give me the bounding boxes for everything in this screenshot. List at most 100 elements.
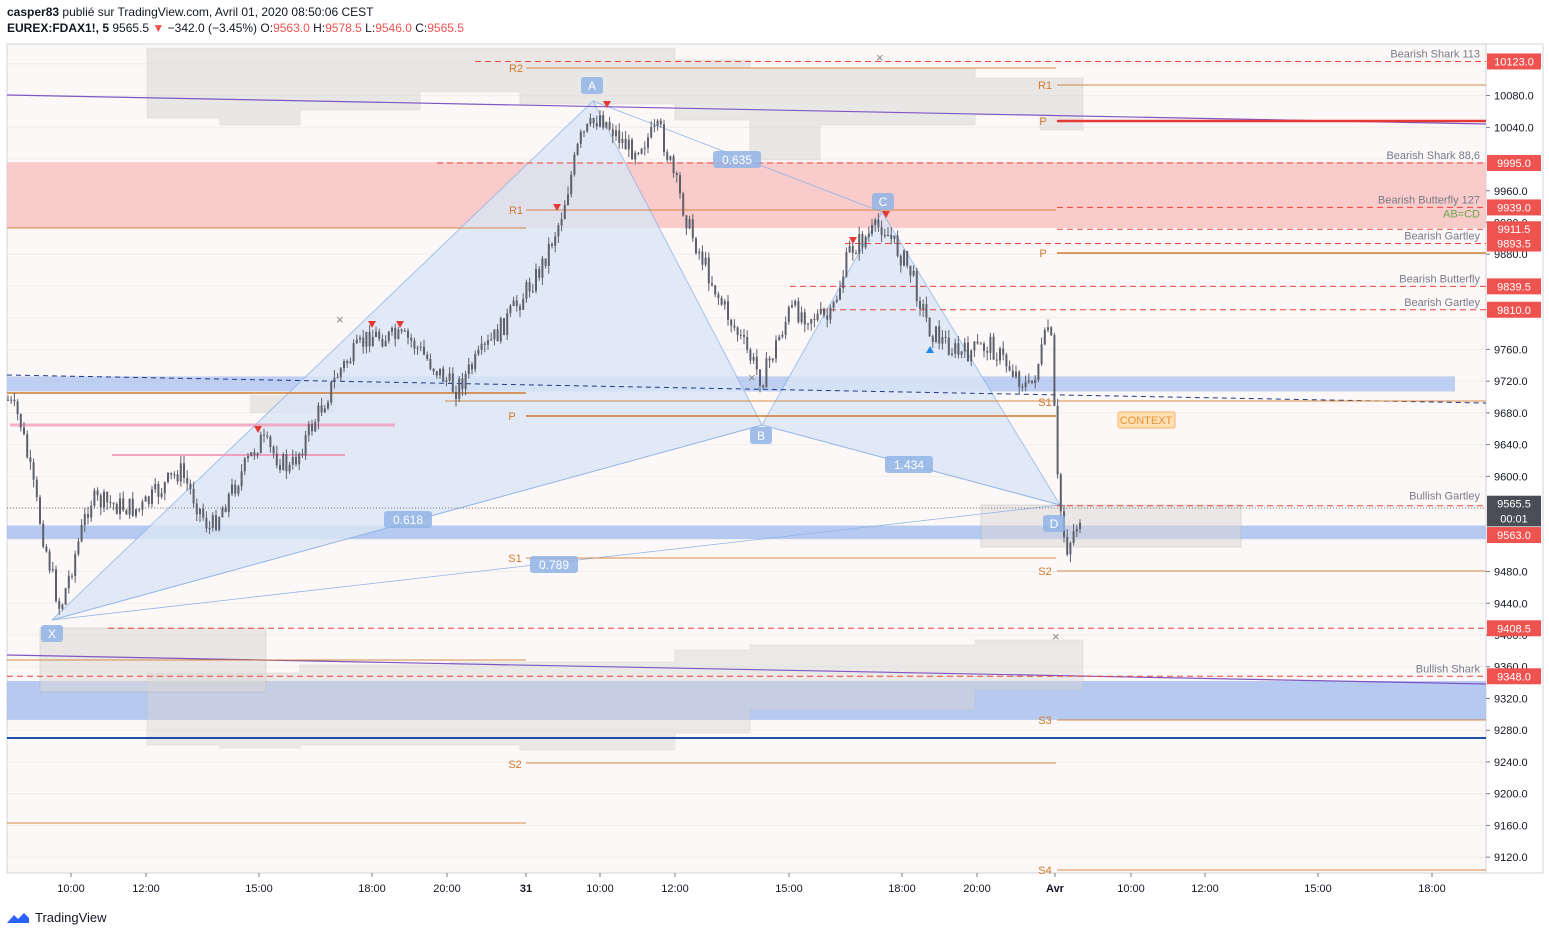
pattern-label-bg [530, 556, 578, 573]
time-tick-label: 20:00 [433, 883, 461, 895]
candle-body [173, 474, 176, 476]
candle-body [7, 399, 9, 401]
level-label: Bearish Gartley [1404, 231, 1480, 243]
candle-body [781, 334, 784, 337]
candle-body [890, 234, 893, 239]
candle-body [464, 373, 467, 390]
candle-body [643, 147, 646, 149]
pattern-label: X [48, 627, 56, 641]
candle-body [253, 452, 256, 456]
price-tag-label: 9839.5 [1497, 281, 1531, 293]
candle-body [893, 235, 896, 239]
candle-body [941, 337, 944, 344]
price-tag-label: 10123.0 [1494, 56, 1534, 68]
candle-body [451, 373, 454, 392]
candle-body [445, 380, 448, 382]
cross-marker-icon: × [1052, 629, 1060, 644]
candle-body [829, 307, 832, 320]
candle-body [378, 331, 381, 340]
candle-body [535, 268, 537, 292]
candle-body [227, 493, 230, 513]
pattern-label-bg [885, 456, 933, 473]
candle-body [199, 508, 201, 515]
pattern-label: 0.635 [722, 153, 752, 167]
level-label: Bearish Gartley [1404, 297, 1480, 309]
candle-body [32, 462, 35, 480]
close-value: 9565.5 [427, 21, 464, 35]
price-tick-label: 10040.0 [1494, 122, 1534, 134]
candle-body [509, 306, 512, 314]
price-tick-label: 9600.0 [1494, 471, 1528, 483]
candle-body [61, 604, 64, 609]
candle-body [515, 300, 518, 307]
candle-body [186, 477, 189, 484]
time-tick-label: 18:00 [888, 883, 916, 895]
close-label: C: [415, 21, 428, 35]
tradingview-footer[interactable]: TradingView [6, 910, 107, 925]
candle-body [707, 257, 710, 284]
candle-body [595, 123, 598, 127]
candle-body [752, 356, 755, 361]
candle-body [599, 115, 601, 127]
candle-body [35, 479, 38, 498]
candle-body [330, 381, 333, 403]
trendline-dashed [6, 374, 1487, 404]
change-down-icon: ▼ [152, 21, 165, 35]
candle-body [541, 258, 544, 278]
candle-body [877, 219, 880, 228]
candle-body [762, 385, 765, 388]
candle-body [1011, 370, 1014, 377]
candle-body [560, 219, 563, 226]
candle-body [496, 329, 499, 342]
candle-body [1059, 474, 1062, 512]
candle-body [544, 258, 547, 266]
price-tag-label: 9348.0 [1497, 671, 1531, 683]
candle-body [682, 193, 685, 216]
time-tick-label: 15:00 [1304, 883, 1332, 895]
candle-body [231, 484, 233, 494]
candle-body [106, 491, 109, 503]
candle-body [215, 515, 217, 530]
candle-body [1040, 344, 1043, 364]
candle-body [1043, 330, 1046, 345]
candle-body [698, 251, 701, 254]
candle-body [647, 137, 649, 148]
candle-body [58, 600, 61, 609]
candle-body [743, 335, 745, 337]
candle-body [304, 435, 307, 456]
price-tag-label: 9408.5 [1497, 623, 1531, 635]
level-label: Bearish Shark 113 [1390, 48, 1480, 60]
pattern-label: D [1050, 517, 1059, 531]
pivot-label: S2 [508, 759, 521, 771]
candle-body [663, 124, 665, 153]
candle-body [823, 308, 825, 316]
candle-body [487, 340, 489, 345]
level-label: Bearish Shark 88,6 [1386, 150, 1480, 162]
candle-body [903, 250, 905, 266]
time-tick-label: 12:00 [1191, 883, 1219, 895]
candle-body [365, 331, 368, 347]
candle-body [503, 318, 505, 335]
candle-body [669, 156, 672, 160]
candle-body [23, 427, 25, 435]
candle-body [714, 285, 717, 295]
candle-body [202, 508, 205, 518]
candle-body [323, 408, 326, 413]
pattern-label: 0.789 [539, 558, 569, 572]
candle-body [394, 327, 397, 339]
candle-body [320, 405, 323, 413]
candle-body [400, 329, 403, 332]
candle-body [547, 243, 550, 266]
context-label: CONTEXT [1120, 415, 1173, 427]
candle-body [455, 391, 457, 399]
price-tick-label: 10080.0 [1494, 91, 1534, 103]
author-name[interactable]: casper83 [7, 5, 60, 19]
candle-body [333, 377, 336, 382]
candle-body [493, 329, 496, 340]
candle-body [391, 327, 393, 332]
price-tag [1487, 53, 1541, 70]
symbol-name[interactable]: EUREX:FDAX1!, 5 [7, 21, 110, 35]
candle-body [448, 373, 451, 381]
open-label: O: [260, 21, 274, 35]
